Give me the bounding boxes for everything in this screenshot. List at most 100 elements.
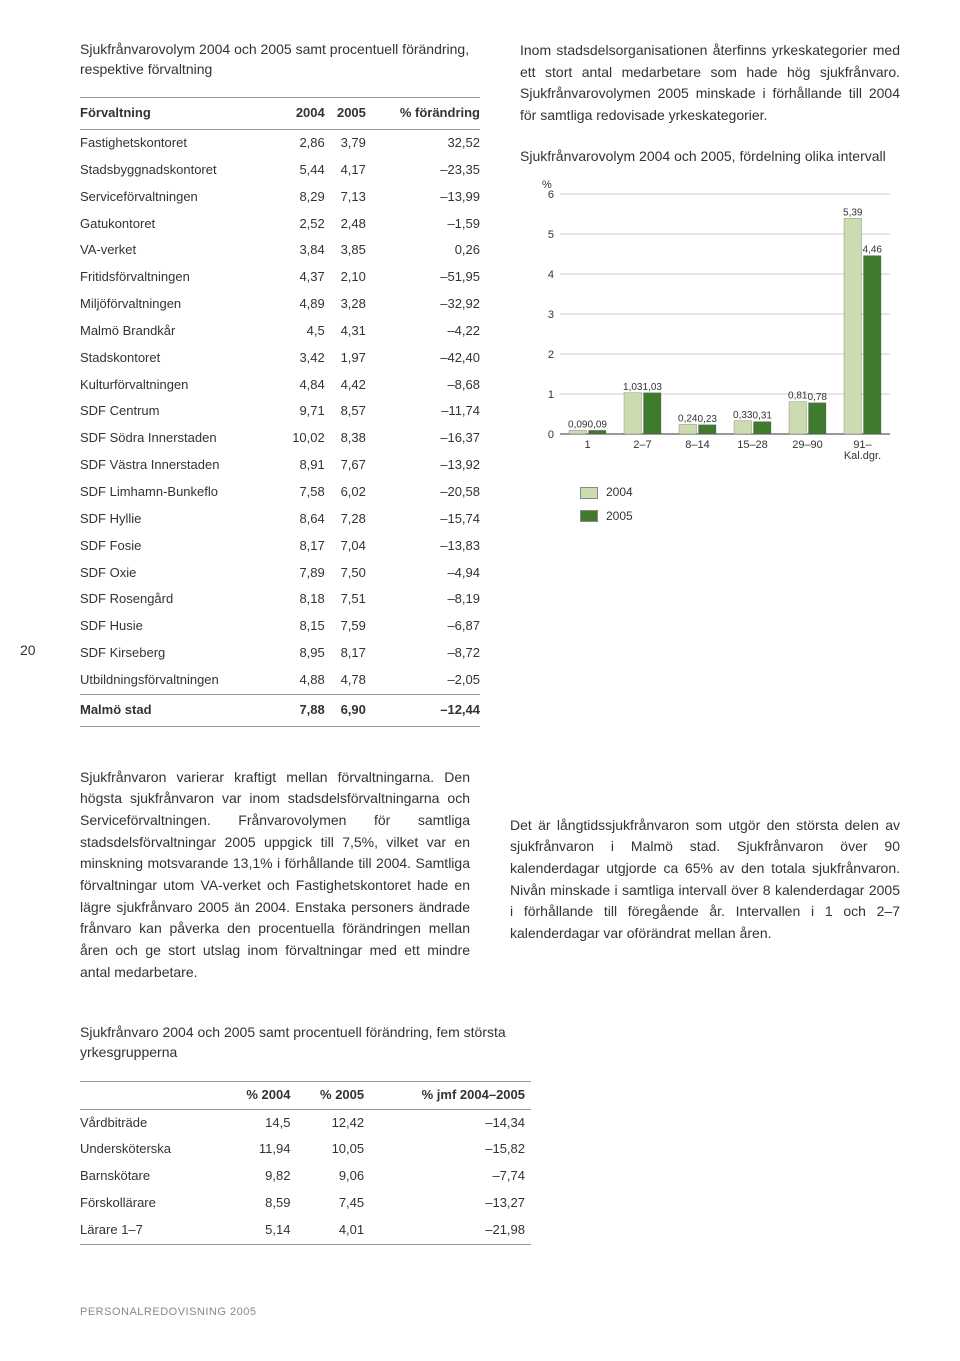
cell: Förskollärare bbox=[80, 1190, 223, 1217]
cell: Stadsbyggnadskontoret bbox=[80, 157, 278, 184]
legend-box-2004 bbox=[580, 487, 598, 499]
mid-right-paragraph: Det är långtidssjukfrånvaron som utgör d… bbox=[510, 815, 900, 945]
table-row: Fastighetskontoret2,863,7932,52 bbox=[80, 130, 480, 157]
svg-text:0,31: 0,31 bbox=[753, 411, 773, 422]
cell: –11,74 bbox=[366, 398, 480, 425]
table-row: Undersköterska11,9410,05–15,82 bbox=[80, 1136, 531, 1163]
legend-label-2005: 2005 bbox=[606, 508, 633, 525]
cell: –7,74 bbox=[370, 1163, 531, 1190]
svg-text:3: 3 bbox=[548, 309, 554, 321]
cell: SDF Husie bbox=[80, 613, 278, 640]
cell: –8,68 bbox=[366, 372, 480, 399]
cell: –21,98 bbox=[370, 1217, 531, 1244]
cell: –23,35 bbox=[366, 157, 480, 184]
table1-header-row: Förvaltning 2004 2005 % förändring bbox=[80, 98, 480, 130]
chart-title: Sjukfrånvarovolym 2004 och 2005, fördeln… bbox=[520, 147, 900, 167]
svg-text:1,03: 1,03 bbox=[643, 382, 663, 393]
right-column: Inom stadsdelsorganisationen återfinns y… bbox=[520, 40, 900, 727]
table-row: Förskollärare8,597,45–13,27 bbox=[80, 1190, 531, 1217]
th-2004: 2004 bbox=[278, 98, 324, 130]
svg-text:0,09: 0,09 bbox=[568, 420, 588, 431]
cell: 7,89 bbox=[278, 560, 324, 587]
cell: –13,83 bbox=[366, 533, 480, 560]
table-row: Malmö Brandkår4,54,31–4,22 bbox=[80, 318, 480, 345]
cell: 4,84 bbox=[278, 372, 324, 399]
cell: SDF Hyllie bbox=[80, 506, 278, 533]
cell: –13,99 bbox=[366, 184, 480, 211]
svg-text:1,03: 1,03 bbox=[623, 382, 643, 393]
cell: Kulturförvaltningen bbox=[80, 372, 278, 399]
svg-text:4,46: 4,46 bbox=[863, 245, 883, 256]
cell: Utbildningsförvaltningen bbox=[80, 667, 278, 694]
mid-right-column: Det är långtidssjukfrånvaron som utgör d… bbox=[510, 767, 900, 984]
cell: 6,02 bbox=[325, 479, 366, 506]
cell: 5,44 bbox=[278, 157, 324, 184]
cell: Miljöförvaltningen bbox=[80, 291, 278, 318]
svg-text:15–28: 15–28 bbox=[737, 439, 768, 451]
chart-legend: 2004 2005 bbox=[580, 484, 900, 525]
legend-label-2004: 2004 bbox=[606, 484, 633, 501]
cell: Fastighetskontoret bbox=[80, 130, 278, 157]
table-row: SDF Centrum9,718,57–11,74 bbox=[80, 398, 480, 425]
cell: 2,10 bbox=[325, 264, 366, 291]
cell: 5,14 bbox=[223, 1217, 297, 1244]
cell: 4,88 bbox=[278, 667, 324, 694]
cell: 2,52 bbox=[278, 211, 324, 238]
table-row: Vårdbiträde14,512,42–14,34 bbox=[80, 1109, 531, 1136]
svg-text:0,24: 0,24 bbox=[678, 414, 698, 425]
svg-text:0,09: 0,09 bbox=[588, 420, 608, 431]
cell: SDF Oxie bbox=[80, 560, 278, 587]
cell: 4,78 bbox=[325, 667, 366, 694]
table-row: Fritidsförvaltningen4,372,10–51,95 bbox=[80, 264, 480, 291]
svg-text:0,81: 0,81 bbox=[788, 391, 808, 402]
svg-text:2–7: 2–7 bbox=[633, 439, 651, 451]
legend-box-2005 bbox=[580, 510, 598, 522]
cell: –20,58 bbox=[366, 479, 480, 506]
cell: –4,22 bbox=[366, 318, 480, 345]
table-row: SDF Kirseberg8,958,17–8,72 bbox=[80, 640, 480, 667]
cell: –14,34 bbox=[370, 1109, 531, 1136]
cell: 3,28 bbox=[325, 291, 366, 318]
cell: –51,95 bbox=[366, 264, 480, 291]
page-number: 20 bbox=[20, 640, 36, 660]
th-forvaltning: Förvaltning bbox=[80, 98, 278, 130]
cell: Stadskontoret bbox=[80, 345, 278, 372]
cell: Gatukontoret bbox=[80, 211, 278, 238]
cell: 11,94 bbox=[223, 1136, 297, 1163]
cell: SDF Limhamn-Bunkeflo bbox=[80, 479, 278, 506]
mid-columns: Sjukfrånvaron varierar kraftigt mellan f… bbox=[80, 767, 900, 984]
cell: SDF Rosengård bbox=[80, 586, 278, 613]
th-2005: 2005 bbox=[325, 98, 366, 130]
cell: 1,97 bbox=[325, 345, 366, 372]
table-row: Serviceförvaltningen8,297,13–13,99 bbox=[80, 184, 480, 211]
mid-left-column: Sjukfrånvaron varierar kraftigt mellan f… bbox=[80, 767, 470, 984]
cell: 7,58 bbox=[278, 479, 324, 506]
cell: –15,74 bbox=[366, 506, 480, 533]
cell: 7,67 bbox=[325, 452, 366, 479]
cell: 4,5 bbox=[278, 318, 324, 345]
cell: –2,05 bbox=[366, 667, 480, 694]
cell: 8,17 bbox=[325, 640, 366, 667]
cell: 4,37 bbox=[278, 264, 324, 291]
cell: 7,45 bbox=[296, 1190, 370, 1217]
svg-text:0,23: 0,23 bbox=[698, 414, 718, 425]
cell: VA-verket bbox=[80, 237, 278, 264]
cell: 7,59 bbox=[325, 613, 366, 640]
table-row: Stadskontoret3,421,97–42,40 bbox=[80, 345, 480, 372]
cell: –1,59 bbox=[366, 211, 480, 238]
cell: 2,48 bbox=[325, 211, 366, 238]
table2-section: Sjukfrånvaro 2004 och 2005 samt procentu… bbox=[80, 1023, 531, 1244]
table-row: SDF Husie8,157,59–6,87 bbox=[80, 613, 480, 640]
table-row: Barnskötare9,829,06–7,74 bbox=[80, 1163, 531, 1190]
svg-text:0,78: 0,78 bbox=[808, 392, 828, 403]
cell: 10,05 bbox=[296, 1136, 370, 1163]
top-columns: Sjukfrånvarovolym 2004 och 2005 samt pro… bbox=[80, 40, 900, 727]
cell: 9,82 bbox=[223, 1163, 297, 1190]
mid-left-paragraph: Sjukfrånvaron varierar kraftigt mellan f… bbox=[80, 767, 470, 984]
cell: 14,5 bbox=[223, 1109, 297, 1136]
cell: 3,84 bbox=[278, 237, 324, 264]
svg-text:29–90: 29–90 bbox=[792, 439, 823, 451]
cell: 9,06 bbox=[296, 1163, 370, 1190]
cell: 7,50 bbox=[325, 560, 366, 587]
cell: –32,92 bbox=[366, 291, 480, 318]
